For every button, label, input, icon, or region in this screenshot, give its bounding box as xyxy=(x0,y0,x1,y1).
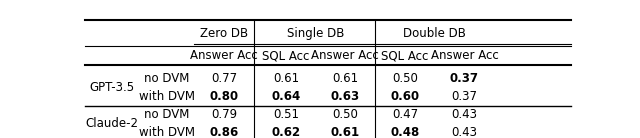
Text: 0.79: 0.79 xyxy=(211,108,237,121)
Text: Answer Acc: Answer Acc xyxy=(431,49,499,62)
Text: 0.60: 0.60 xyxy=(390,90,419,103)
Text: no DVM: no DVM xyxy=(144,108,189,121)
Text: 0.61: 0.61 xyxy=(331,126,360,138)
Text: Claude-2: Claude-2 xyxy=(86,117,139,130)
Text: 0.51: 0.51 xyxy=(273,108,299,121)
Text: 0.77: 0.77 xyxy=(211,72,237,85)
Text: Double DB: Double DB xyxy=(403,26,466,39)
Text: GPT-3.5: GPT-3.5 xyxy=(90,81,135,94)
Text: 0.43: 0.43 xyxy=(451,108,477,121)
Text: 0.61: 0.61 xyxy=(273,72,299,85)
Text: with DVM: with DVM xyxy=(139,126,195,138)
Text: 0.62: 0.62 xyxy=(271,126,300,138)
Text: Answer Acc: Answer Acc xyxy=(190,49,258,62)
Text: 0.80: 0.80 xyxy=(209,90,239,103)
Text: SQL Acc: SQL Acc xyxy=(381,49,429,62)
Text: 0.64: 0.64 xyxy=(271,90,300,103)
Text: 0.43: 0.43 xyxy=(451,126,477,138)
Text: 0.48: 0.48 xyxy=(390,126,419,138)
Text: Answer Acc: Answer Acc xyxy=(312,49,380,62)
Text: 0.50: 0.50 xyxy=(332,108,358,121)
Text: 0.37: 0.37 xyxy=(451,90,477,103)
Text: 0.86: 0.86 xyxy=(209,126,239,138)
Text: 0.37: 0.37 xyxy=(450,72,479,85)
Text: 0.63: 0.63 xyxy=(331,90,360,103)
Text: SQL Acc: SQL Acc xyxy=(262,49,310,62)
Text: 0.50: 0.50 xyxy=(392,72,418,85)
Text: Single DB: Single DB xyxy=(287,26,344,39)
Text: no DVM: no DVM xyxy=(144,72,189,85)
Text: 0.47: 0.47 xyxy=(392,108,418,121)
Text: Zero DB: Zero DB xyxy=(200,26,248,39)
Text: 0.61: 0.61 xyxy=(332,72,358,85)
Text: with DVM: with DVM xyxy=(139,90,195,103)
